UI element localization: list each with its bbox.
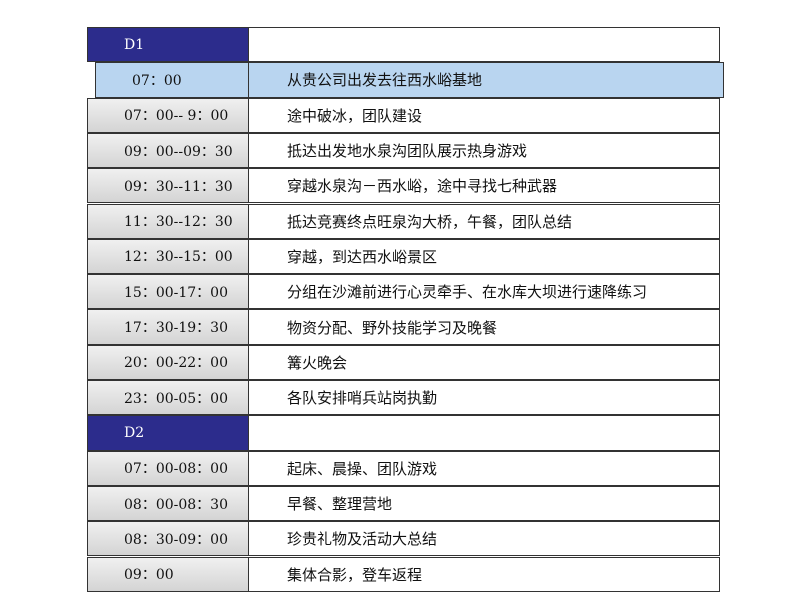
- header-cell: D2: [87, 415, 249, 451]
- table-cell: 20：00-22：00: [87, 344, 249, 380]
- table-cell: 珍贵礼物及活动大总结: [248, 521, 720, 557]
- table-cell: 23：00-05：00: [87, 380, 249, 416]
- table-cell: 07：00: [95, 62, 249, 98]
- table-cell: 穿越水泉沟－西水峪，途中寻找七种武器: [248, 168, 720, 204]
- table-cell: 09：00: [87, 556, 249, 592]
- table-cell: 07：00-- 9：00: [87, 97, 249, 133]
- table-cell: 08：00-08：30: [87, 485, 249, 522]
- table-cell: 各队安排哨兵站岗执勤: [248, 380, 720, 416]
- table-cell: 抵达出发地水泉沟团队展示热身游戏: [248, 132, 720, 169]
- table-cell: 集体合影，登车返程: [248, 556, 720, 592]
- table-cell: 15：00-17：00: [87, 274, 249, 310]
- table-cell: 09：30--11：30: [87, 168, 249, 204]
- table-cell: 11：30--12：30: [87, 203, 249, 239]
- table-cell: 12：30--15：00: [87, 238, 249, 275]
- table-cell: 分组在沙滩前进行心灵牵手、在水库大坝进行速降练习: [248, 274, 720, 310]
- table-cell: 09：00--09：30: [87, 132, 249, 169]
- table-cell: 抵达竞赛终点旺泉沟大桥，午餐，团队总结: [248, 203, 720, 239]
- header-cell: 训练科目/活动安排: [248, 415, 720, 451]
- table-cell: 07：00-08：00: [87, 450, 249, 486]
- table-cell: 物资分配、野外技能学习及晚餐: [248, 309, 720, 345]
- table-cell: 起床、晨操、团队游戏: [248, 450, 720, 486]
- header-cell: 训练科目/活动安排: [248, 27, 720, 63]
- table-cell: 早餐、整理营地: [248, 485, 720, 522]
- table-cell: 17：30-19：30: [87, 309, 249, 345]
- table-cell: 08：30-09：00: [87, 521, 249, 557]
- header-cell: D1: [87, 27, 249, 63]
- table-cell: 途中破冰，团队建设: [248, 97, 720, 133]
- table-cell: 篝火晚会: [248, 344, 720, 380]
- table-cell: 穿越，到达西水峪景区: [248, 238, 720, 275]
- table-cell: 从贵公司出发去往西水峪基地: [248, 62, 724, 98]
